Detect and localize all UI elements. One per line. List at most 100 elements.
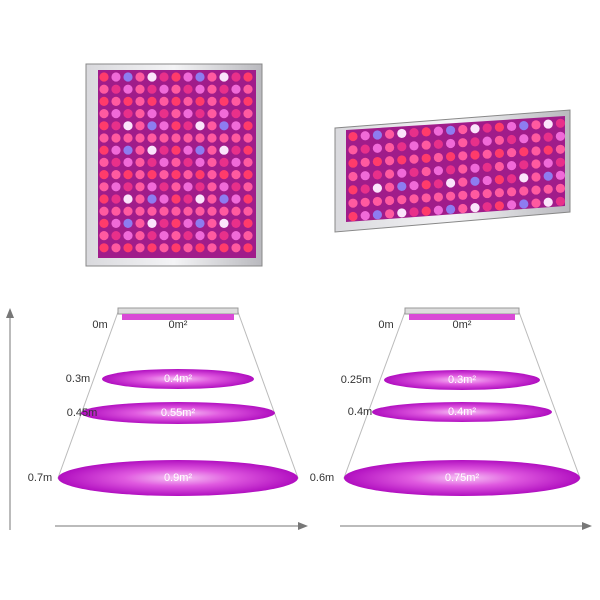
led <box>507 161 517 171</box>
area-label: 0m² <box>453 319 472 331</box>
led <box>159 109 169 119</box>
led <box>111 84 121 94</box>
led <box>183 133 193 143</box>
led <box>385 156 395 166</box>
led <box>397 128 407 139</box>
led <box>494 201 504 211</box>
led <box>446 178 456 188</box>
led <box>360 131 370 141</box>
led-grid <box>348 118 566 222</box>
led <box>123 170 133 180</box>
led <box>543 158 553 168</box>
lamp-bar <box>117 307 239 315</box>
area-label: 0.4m² <box>448 406 476 418</box>
led <box>348 198 358 208</box>
light-spot <box>81 402 275 424</box>
led <box>111 121 121 131</box>
led <box>231 194 241 204</box>
led <box>397 142 407 152</box>
led <box>183 243 193 253</box>
led <box>147 194 157 204</box>
led <box>531 185 541 195</box>
led <box>458 164 468 174</box>
led <box>195 121 205 131</box>
led <box>507 121 517 132</box>
led <box>397 195 407 205</box>
led <box>360 171 370 181</box>
led <box>111 243 121 253</box>
led <box>531 120 541 130</box>
light-spot <box>372 402 552 422</box>
led <box>147 145 157 155</box>
led <box>159 133 169 143</box>
led <box>99 231 109 241</box>
led <box>183 231 193 241</box>
led <box>195 206 205 216</box>
led <box>135 231 145 241</box>
led <box>171 72 181 82</box>
led <box>243 96 253 106</box>
led <box>207 157 217 167</box>
led <box>372 183 382 193</box>
led <box>360 144 370 154</box>
led <box>219 121 229 131</box>
led <box>171 157 181 167</box>
led <box>458 177 468 187</box>
led <box>135 96 145 106</box>
led <box>207 218 217 228</box>
led <box>195 218 205 228</box>
led <box>123 109 133 119</box>
led <box>159 121 169 131</box>
led <box>494 161 504 172</box>
led <box>543 119 553 129</box>
led <box>207 243 217 253</box>
led <box>243 121 253 131</box>
led <box>409 194 419 204</box>
light-spot <box>384 370 540 390</box>
height-label: 0.6m <box>310 472 334 484</box>
led <box>397 155 407 165</box>
led <box>494 188 504 198</box>
led <box>111 109 121 119</box>
led <box>123 231 133 241</box>
led <box>195 243 205 253</box>
led <box>219 231 229 241</box>
led <box>183 206 193 216</box>
led <box>219 133 229 143</box>
led <box>171 170 181 180</box>
led <box>99 145 109 155</box>
led <box>123 72 133 82</box>
led <box>231 243 241 253</box>
led <box>555 183 566 193</box>
lamp-bar <box>404 307 520 315</box>
led <box>531 172 541 182</box>
led <box>171 218 181 228</box>
led <box>123 194 133 204</box>
led <box>507 147 517 158</box>
led <box>470 163 480 173</box>
led <box>243 182 253 192</box>
led <box>135 121 145 131</box>
led <box>372 143 382 153</box>
led <box>219 243 229 253</box>
led <box>231 72 241 82</box>
led <box>171 194 181 204</box>
led <box>372 210 382 220</box>
led <box>219 109 229 119</box>
lamp-glow <box>122 314 234 320</box>
led <box>494 122 504 132</box>
led <box>482 202 492 212</box>
height-label: 0.7m <box>28 472 52 484</box>
led <box>111 218 121 228</box>
led <box>458 138 468 148</box>
led <box>135 170 145 180</box>
led <box>231 206 241 216</box>
led-grid <box>99 72 253 253</box>
led <box>195 72 205 82</box>
led <box>159 84 169 94</box>
light-spot <box>102 369 254 389</box>
led <box>99 84 109 94</box>
led <box>507 174 517 184</box>
led <box>494 148 504 158</box>
led <box>507 200 517 210</box>
